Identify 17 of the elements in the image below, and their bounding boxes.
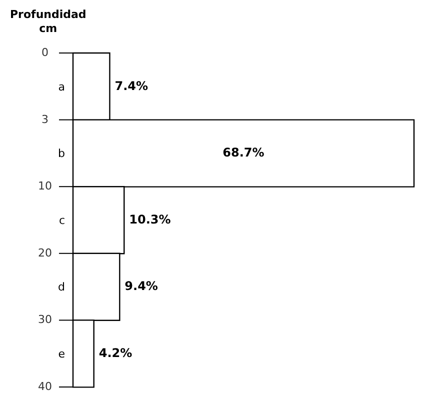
data-label: 7.4%: [114, 78, 148, 93]
y-tick-label: b: [58, 147, 66, 160]
data-label: 4.2%: [98, 346, 132, 360]
data-label: 10.3%: [129, 212, 171, 226]
y-tick-label: d: [58, 280, 65, 294]
y-tick-label: e: [58, 348, 66, 361]
y-tick-label: c: [58, 214, 65, 227]
text: 10: [38, 180, 52, 193]
text: 30: [38, 313, 52, 326]
text: 3: [42, 112, 48, 126]
text: 40: [38, 380, 52, 394]
y-axis-title: Profundidad cm: [10, 8, 86, 36]
text: 0: [42, 46, 48, 60]
data-label: 68.7%: [222, 146, 264, 160]
text: 20: [38, 246, 52, 260]
y-tick-label: a: [58, 80, 65, 94]
data-label: 9.4%: [124, 279, 158, 294]
